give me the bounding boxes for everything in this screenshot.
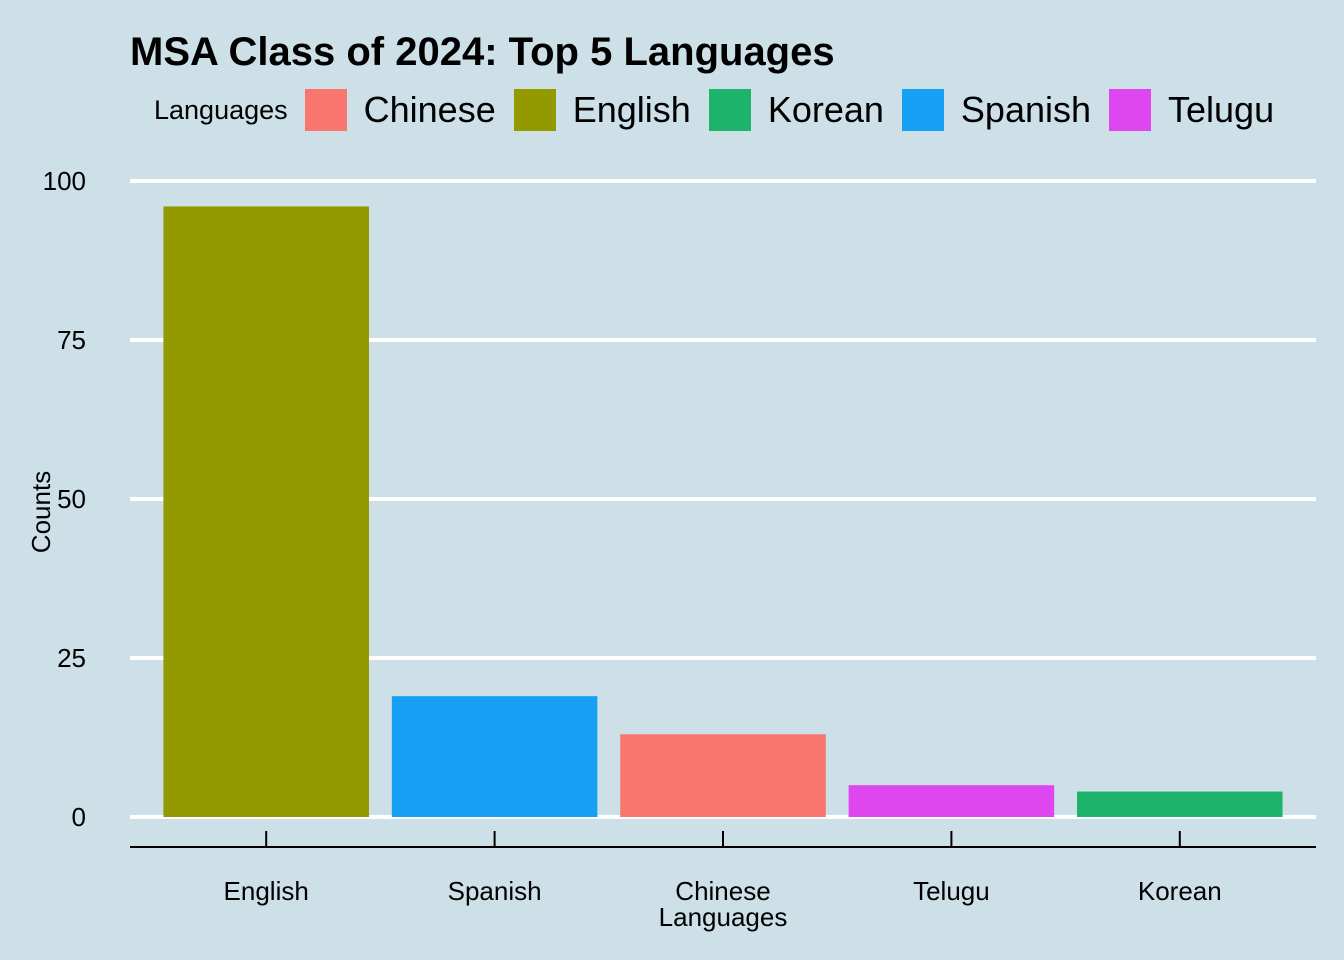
y-axis-title: Counts	[26, 471, 56, 553]
x-tick-label: Telugu	[913, 876, 990, 906]
legend-label: Korean	[767, 89, 884, 130]
chart-title: MSA Class of 2024: Top 5 Languages	[130, 30, 835, 74]
x-tick-label: English	[224, 876, 309, 906]
y-tick-label: 25	[57, 643, 86, 673]
legend-item-english: English	[513, 89, 691, 131]
bar-telugu	[848, 785, 1055, 817]
bar-spanish	[391, 696, 598, 817]
legend-label: Chinese	[363, 89, 496, 130]
y-tick-label: 0	[72, 802, 86, 832]
legend-item-chinese: Chinese	[304, 89, 496, 131]
x-tick-label: Korean	[1138, 876, 1222, 906]
legend-swatch-chinese	[304, 89, 347, 131]
legend-swatch-korean	[708, 89, 751, 131]
bar-korean	[1077, 791, 1283, 817]
x-axis-title: Languages	[659, 902, 788, 932]
legend-item-telugu: Telugu	[1109, 89, 1274, 131]
legend-label: Telugu	[1168, 89, 1275, 130]
legend-swatch-telugu	[1109, 89, 1152, 131]
legend-label: Spanish	[960, 89, 1092, 130]
legend-swatch-spanish	[901, 89, 944, 131]
x-tick-label: Spanish	[448, 876, 542, 906]
y-tick-label: 100	[43, 166, 86, 196]
x-tick-label: Chinese	[675, 876, 770, 906]
legend-item-korean: Korean	[708, 89, 884, 131]
legend-item-spanish: Spanish	[901, 89, 1092, 131]
y-tick-label: 75	[57, 325, 86, 355]
legend-title: Languages	[154, 94, 288, 125]
bar-english	[163, 206, 369, 817]
y-tick-label: 50	[57, 484, 86, 514]
legend-label: English	[572, 89, 691, 130]
legend-swatch-english	[513, 89, 556, 131]
bar-chinese	[620, 734, 826, 817]
legend: Languages Chinese English Korean Spanish Tel…	[154, 88, 1292, 132]
